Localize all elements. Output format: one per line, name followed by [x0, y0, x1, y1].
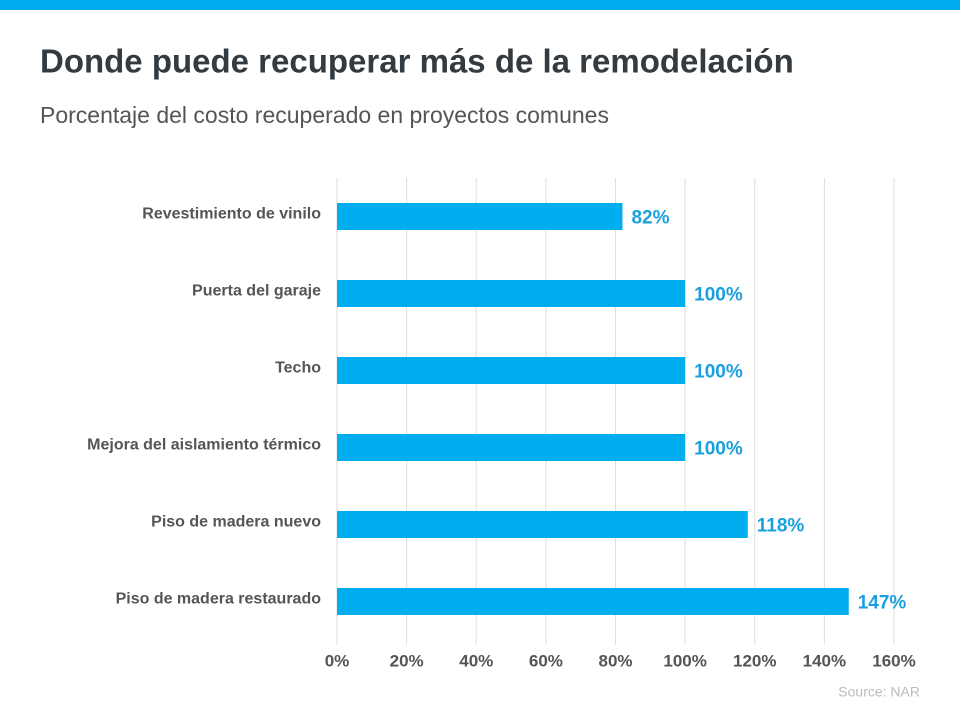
top-band [0, 0, 960, 10]
value-label: 100% [694, 362, 743, 383]
value-label: 147% [858, 593, 907, 614]
y-tick-label: Piso de madera nuevo [151, 514, 321, 531]
value-label: 118% [757, 516, 805, 537]
x-tick-label: 40% [459, 651, 493, 670]
y-tick-label: Piso de madera restaurado [116, 591, 322, 608]
x-tick-label: 120% [733, 651, 776, 670]
value-label: 100% [694, 439, 743, 460]
x-tick-label: 100% [663, 651, 706, 670]
y-tick-label: Techo [275, 360, 321, 377]
source: Source: NAR [838, 684, 920, 700]
x-tick-label: 0% [325, 651, 350, 670]
x-tick-label: 160% [872, 651, 915, 670]
chart-subtitle: Porcentaje del costo recuperado en proye… [40, 102, 609, 128]
x-tick-label: 20% [390, 651, 424, 670]
y-tick-label: Puerta del garaje [192, 283, 321, 300]
y-tick-label: Mejora del aislamiento térmico [87, 437, 321, 454]
bar [337, 357, 686, 384]
bar [337, 280, 686, 307]
bar [337, 511, 748, 538]
x-tick-label: 140% [803, 651, 846, 670]
bar [337, 588, 849, 615]
chart-title: Donde puede recuperar más de la remodela… [40, 43, 794, 80]
value-label: 100% [694, 285, 743, 306]
y-tick-label: Revestimiento de vinilo [142, 206, 321, 223]
value-label: 82% [631, 208, 669, 229]
x-tick-label: 60% [529, 651, 563, 670]
bar [337, 203, 623, 230]
bar [337, 434, 686, 461]
x-tick-label: 80% [598, 651, 632, 670]
